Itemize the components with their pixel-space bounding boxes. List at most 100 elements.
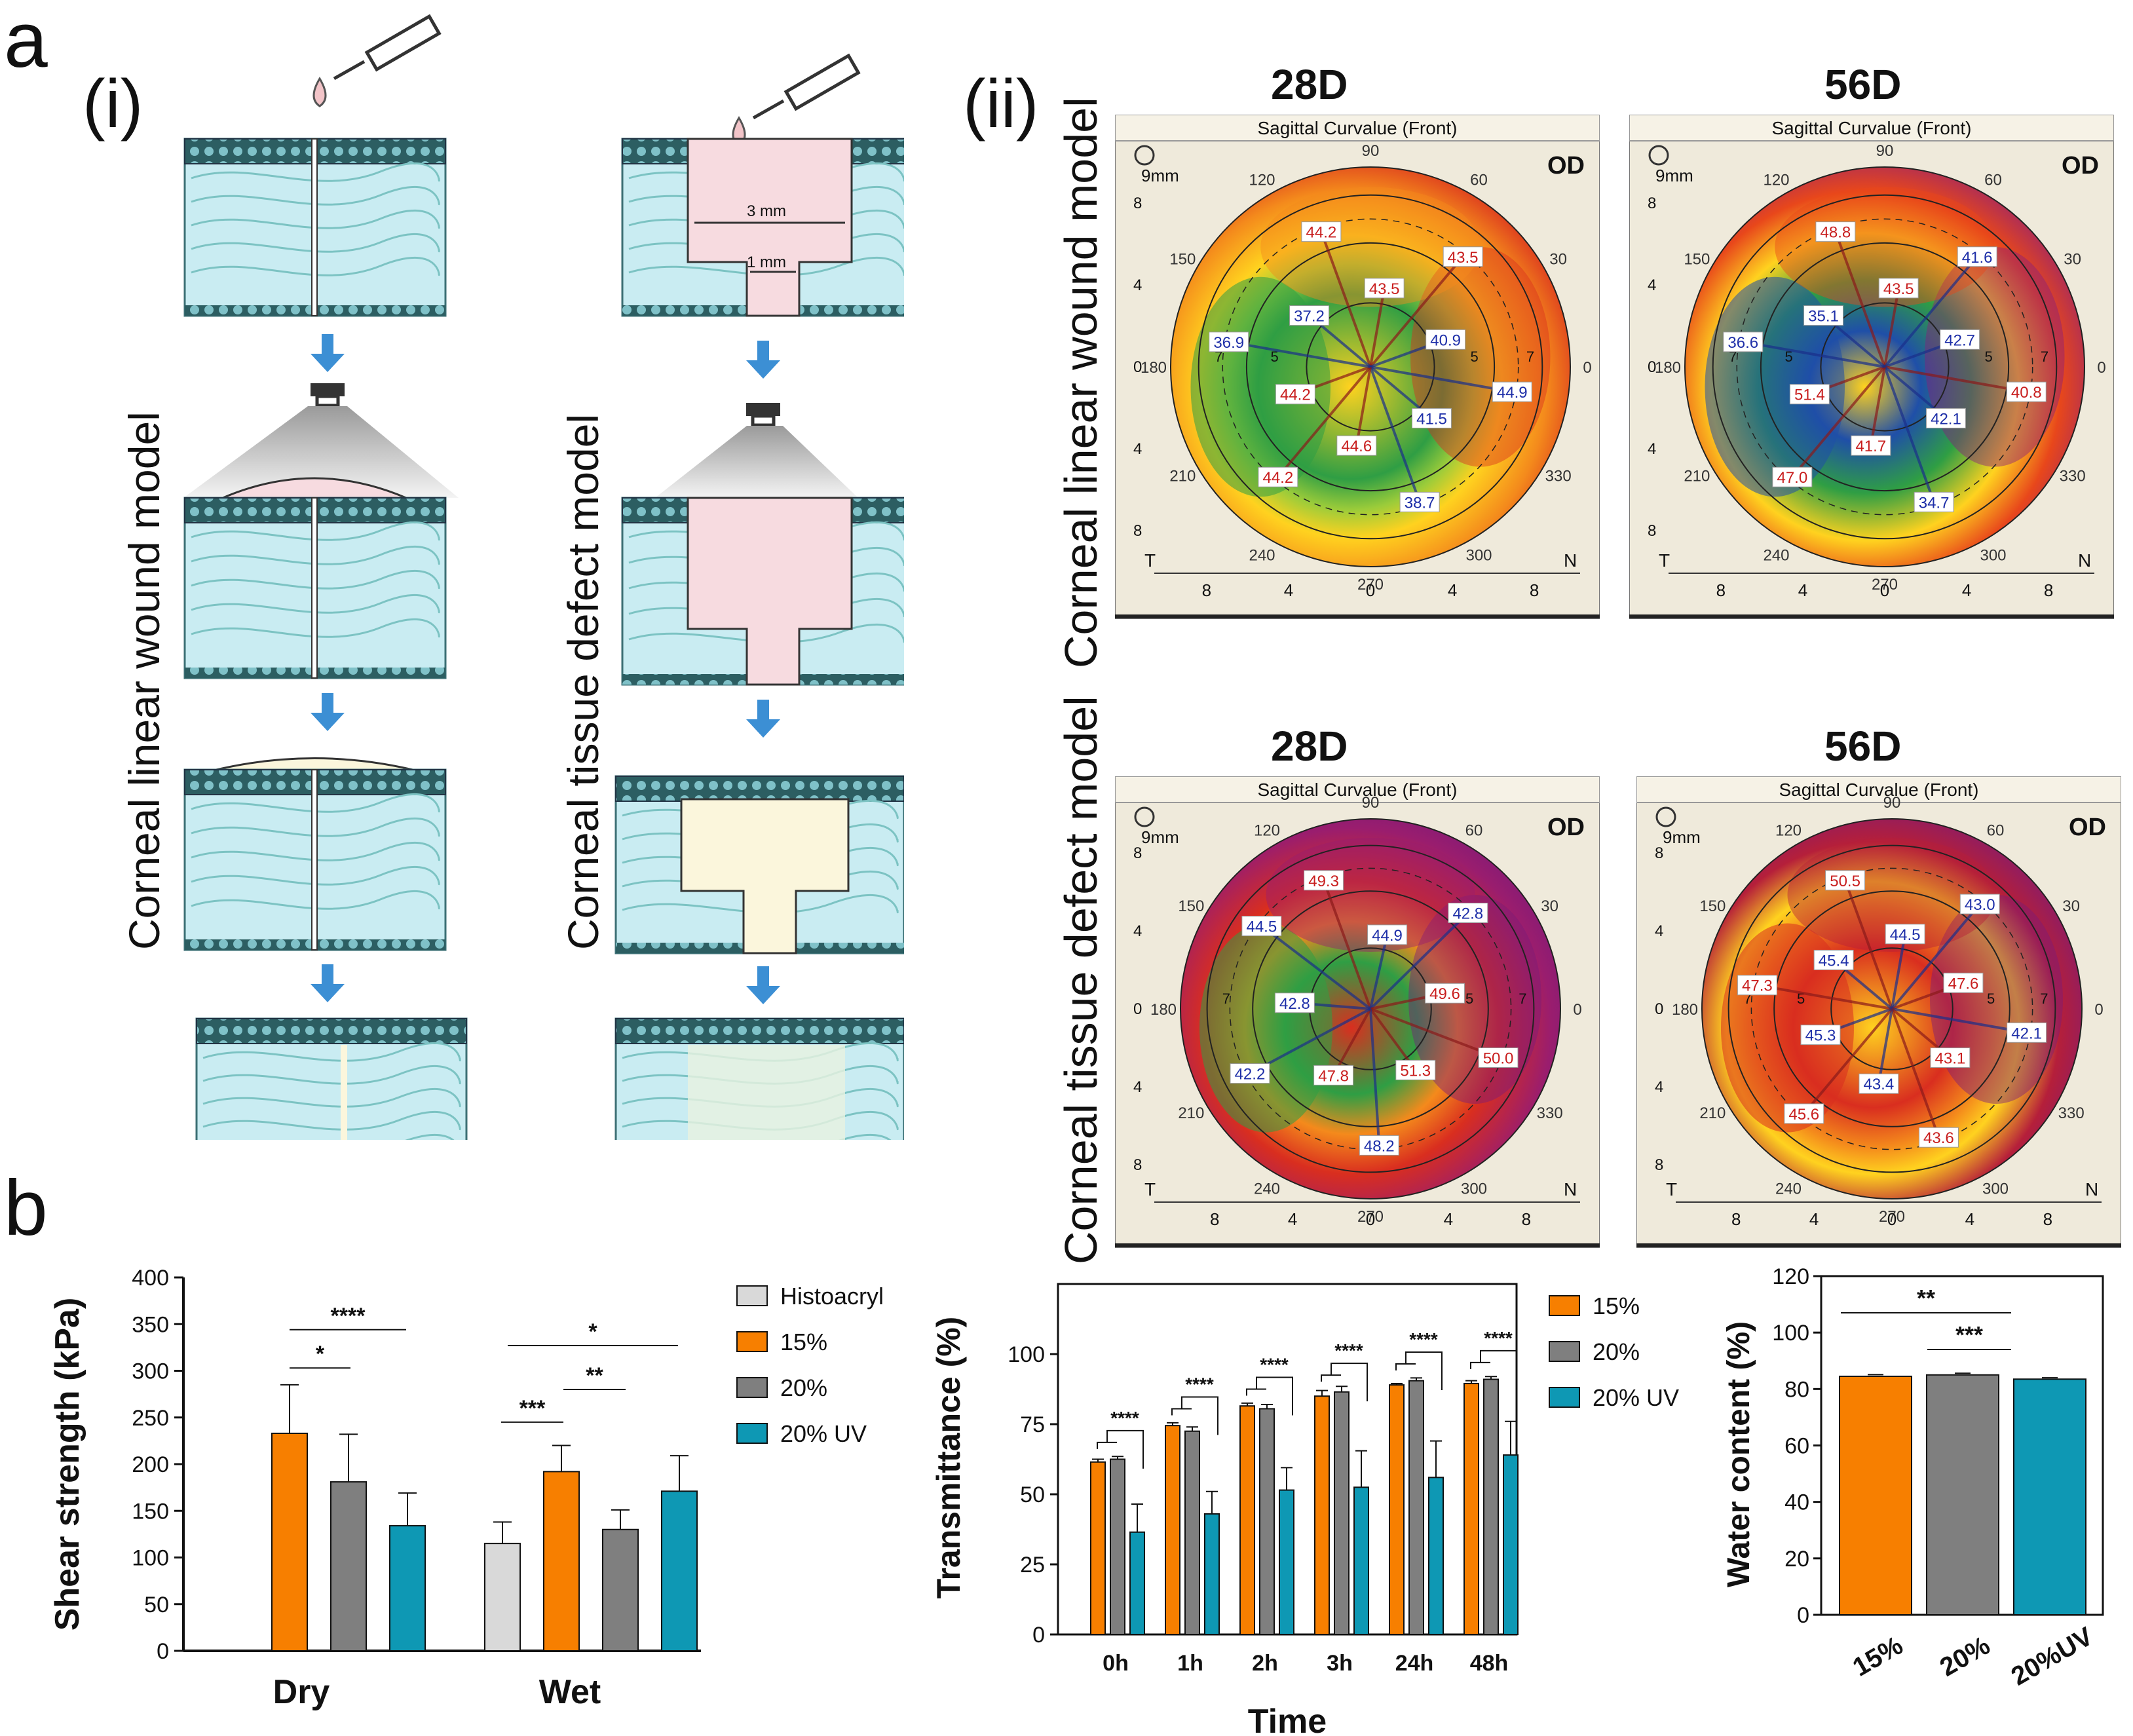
collagen-fiber	[202, 1088, 461, 1108]
axis-tick-label: 8	[1522, 1209, 1531, 1229]
curvature-value: 47.3	[1742, 977, 1773, 995]
curvature-value: 42.2	[1235, 1066, 1266, 1084]
bar	[1110, 1458, 1125, 1635]
y-tick-label: 350	[132, 1312, 169, 1337]
map-ring	[1245, 242, 1496, 492]
curvature-value: 43.4	[1863, 1076, 1894, 1093]
angle-label: 270	[1872, 576, 1898, 594]
angle-label: 180	[1655, 359, 1681, 377]
map-ring	[1712, 194, 2058, 540]
angle-label: 150	[1699, 897, 1726, 915]
curvature-value: 41.5	[1416, 410, 1447, 428]
angle-label: 30	[2062, 897, 2080, 915]
meridian-line	[1891, 1008, 2027, 1034]
bar	[1926, 1374, 1999, 1616]
topography-map: Sagittal Curvalue (Front)OD9mm9060300330…	[1115, 776, 1600, 1248]
map-header: Sagittal Curvalue (Front)	[1257, 118, 1457, 138]
angle-label: 90	[1362, 794, 1380, 812]
y-tick-label: 120	[1772, 1264, 1809, 1289]
axis-tick-label: 4	[1655, 1078, 1663, 1096]
ring-label: 5	[1465, 991, 1473, 1007]
value-box	[1825, 870, 1866, 891]
ring-label: 7	[2040, 991, 2048, 1007]
ring-label: 5	[1785, 349, 1793, 365]
value-box	[2006, 381, 2047, 402]
significance-bracket	[1331, 1363, 1368, 1402]
value-box	[1800, 1025, 1841, 1046]
meridian-line	[1884, 366, 2027, 394]
map-header-bar	[1636, 776, 2121, 803]
curvature-value: 49.3	[1308, 873, 1339, 890]
collagen-fiber	[191, 162, 440, 182]
legend-swatch	[1549, 1387, 1580, 1408]
curvature-value: 43.6	[1923, 1129, 1954, 1147]
legend-label: 20%	[1593, 1338, 1640, 1365]
tissue-defect	[687, 138, 853, 317]
axis-tick-label: 8	[2044, 580, 2053, 600]
axis-tick-label: 0	[1133, 1000, 1142, 1018]
bar	[1259, 1408, 1275, 1635]
x-category-label: 48h	[1470, 1651, 1509, 1676]
x-category-label: 20%	[1935, 1631, 1995, 1682]
curvature-value: 40.9	[1430, 331, 1461, 349]
map-ring	[1206, 844, 1535, 1173]
significance-label: ****	[1110, 1408, 1139, 1428]
value-box	[1918, 1127, 1959, 1148]
cured-hydrogel	[216, 757, 413, 771]
meridian-line	[1332, 1008, 1372, 1076]
angle-label: 120	[1249, 171, 1275, 189]
axis-tick-label: 4	[1648, 276, 1656, 294]
bar	[602, 1528, 639, 1651]
value-box	[1411, 407, 1452, 428]
meridian-line	[1320, 231, 1372, 368]
curvature-value: 44.6	[1341, 438, 1372, 455]
y-tick-label: 200	[132, 1452, 169, 1477]
curvature-region	[1775, 187, 1995, 307]
bar	[1165, 1425, 1180, 1635]
value-box	[1359, 1135, 1399, 1156]
map-header: Sagittal Curvalue (Front)	[1771, 118, 1971, 138]
epithelium-layer	[196, 1018, 467, 1044]
uv-light-beam	[183, 406, 459, 498]
bar	[484, 1543, 521, 1651]
curvature-value: 38.7	[1405, 494, 1435, 512]
zoom-icon	[1648, 145, 1669, 166]
significance-bracket	[1405, 1351, 1443, 1390]
eye-label: OD	[1547, 152, 1585, 179]
axis-tick-label: 0	[1648, 358, 1656, 376]
meridian-line	[1370, 366, 1513, 394]
healed-incision	[341, 1045, 347, 1140]
cured-filler	[680, 798, 850, 954]
axis-tick-label: 4	[1133, 922, 1142, 940]
significance-label: ***	[1955, 1321, 1983, 1348]
curvature-value: 48.2	[1364, 1137, 1395, 1155]
angle-label: 180	[1150, 1001, 1177, 1019]
map-day-label: 28D	[1271, 61, 1348, 108]
temporal-label: T	[1659, 550, 1670, 571]
value-box	[1443, 246, 1483, 267]
curvature-value: 50.0	[1483, 1050, 1514, 1068]
curvature-value: 42.1	[2011, 1025, 2042, 1042]
axis-tick-label: 0	[1887, 1209, 1897, 1229]
collagen-fiber	[191, 570, 440, 590]
value-box	[1925, 407, 1966, 428]
value-box	[1815, 221, 1856, 242]
angle-label: 270	[1357, 1208, 1384, 1226]
meridian-line	[1891, 934, 1907, 1010]
flow-arrow	[322, 334, 333, 356]
axis-tick-label: 4	[1798, 580, 1807, 600]
zoom-label: 9mm	[1141, 827, 1179, 847]
curvature-value: 44.2	[1306, 224, 1337, 242]
panel-label-ii: (ii)	[963, 66, 1039, 142]
uv-light-beam	[655, 426, 858, 498]
significance-bracket	[1256, 1376, 1293, 1416]
value-box	[1943, 972, 1984, 993]
angle-label: 120	[1775, 821, 1802, 839]
significance-bracket	[1480, 1349, 1517, 1389]
axis-tick-label: 4	[1284, 580, 1293, 600]
value-box	[1957, 246, 1997, 267]
topography-map: Sagittal Curvalue (Front)OD9mm9060300330…	[1629, 115, 2114, 619]
maps-row-label-defect: Corneal tissue defect model	[1055, 696, 1106, 1264]
collagen-fiber	[202, 1042, 461, 1062]
angle-label: 300	[1461, 1180, 1487, 1198]
